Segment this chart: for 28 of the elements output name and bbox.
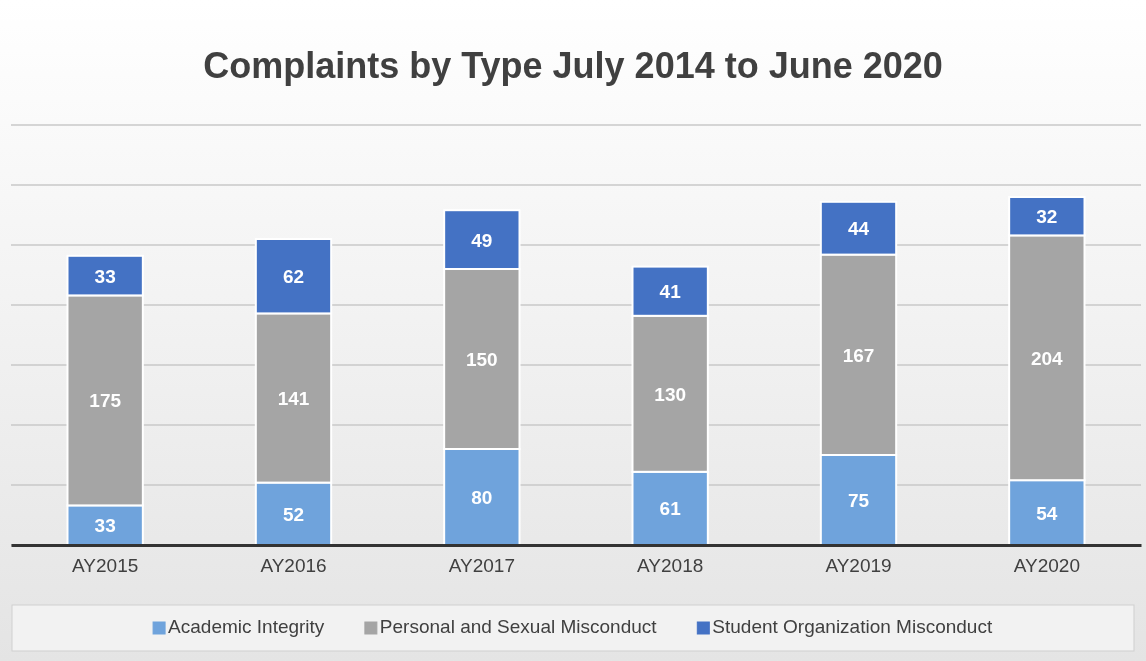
data-label: 167 (842, 344, 875, 366)
x-tick-label: AY2017 (448, 555, 515, 577)
data-label: 62 (282, 266, 305, 288)
data-label: 150 (465, 349, 498, 370)
x-tick-label: AY2020 (1013, 555, 1080, 577)
data-label: 41 (659, 281, 682, 303)
data-label: 49 (471, 229, 493, 251)
legend-label: Student Organization Misconduct (712, 616, 993, 637)
x-tick-label: AY2018 (637, 555, 704, 577)
data-label: 54 (1036, 502, 1058, 524)
chart-title: Complaints by Type July 2014 to June 2020 (203, 45, 943, 86)
data-label: 52 (282, 503, 305, 525)
data-label: 44 (847, 218, 870, 240)
data-label: 130 (654, 383, 687, 405)
x-tick-label: AY2016 (260, 555, 327, 577)
data-label: 80 (471, 487, 493, 508)
data-label: 204 (1030, 347, 1064, 369)
legend-label: Academic Integrity (168, 616, 325, 637)
data-label: 75 (847, 490, 870, 511)
data-label: 33 (94, 515, 116, 537)
text: Personal and Sexual Misconduct (379, 616, 658, 637)
data-label: 33 (94, 265, 116, 287)
data-label: 32 (1036, 206, 1058, 228)
x-tick-label: AY2015 (72, 555, 139, 577)
data-label: 61 (659, 498, 682, 520)
data-label: 141 (277, 388, 310, 409)
data-label: 175 (89, 390, 122, 412)
x-tick-label: AY2019 (825, 555, 892, 577)
